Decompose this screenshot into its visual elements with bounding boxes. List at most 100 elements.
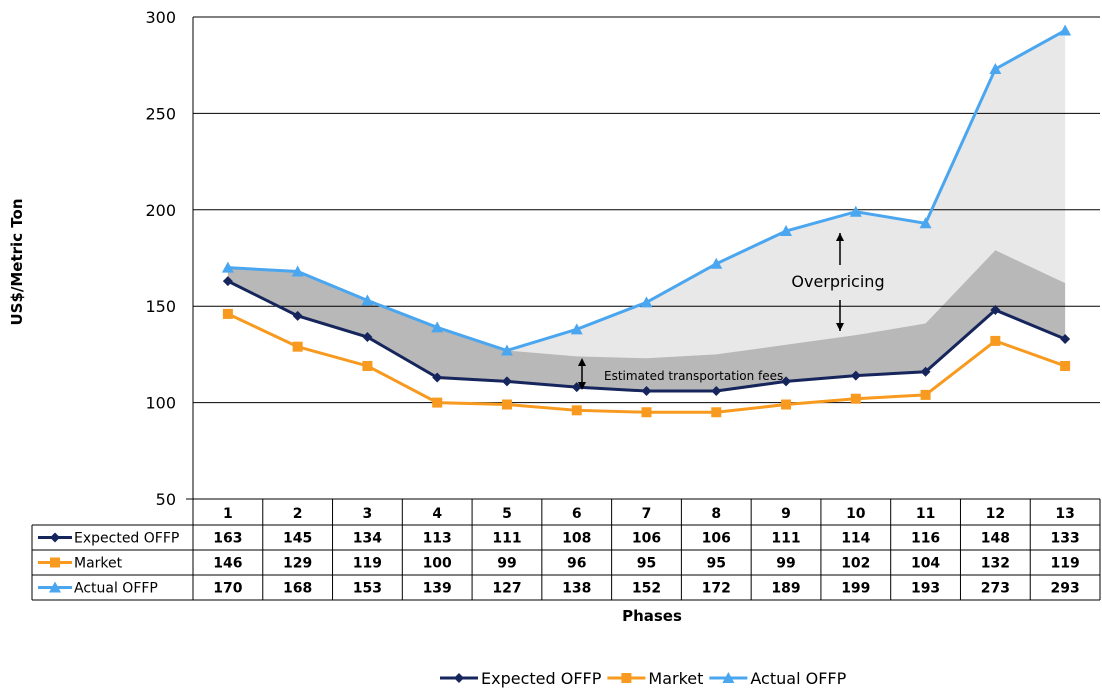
data-label: 119 <box>1050 556 1079 572</box>
table-legend-marker <box>50 532 60 543</box>
data-label: 146 <box>213 556 242 572</box>
data-label: 96 <box>567 556 586 572</box>
data-point <box>710 257 723 269</box>
shaded-areas <box>227 30 1066 392</box>
data-label: 148 <box>981 531 1010 547</box>
transport-arrow-head-down <box>578 382 586 390</box>
data-point <box>711 386 722 397</box>
data-label: 152 <box>632 581 661 597</box>
data-label: 95 <box>637 556 656 572</box>
series-markers <box>221 24 1072 418</box>
data-label: 102 <box>841 556 870 572</box>
x-tick-label: 13 <box>1055 506 1074 522</box>
data-label: 95 <box>707 556 726 572</box>
data-point <box>850 370 861 381</box>
data-point <box>781 399 792 410</box>
data-point <box>431 321 444 333</box>
data-label: 138 <box>562 581 591 597</box>
overpricing-arrow-down-head <box>836 323 844 331</box>
table-legend-marker <box>49 581 61 593</box>
y-tick-label: 100 <box>145 394 176 413</box>
data-label: 132 <box>981 556 1010 572</box>
data-point <box>919 217 932 229</box>
data-label: 106 <box>702 531 731 547</box>
data-point <box>850 393 861 404</box>
data-point <box>1060 360 1071 371</box>
y-tick-label: 150 <box>145 297 176 316</box>
data-point <box>990 335 1001 346</box>
axes: 50 100 150 200 250 300 <box>145 8 194 509</box>
y-tick-label: 300 <box>145 8 176 27</box>
transport-arrow-head-up <box>578 358 586 366</box>
data-label: 111 <box>771 531 800 547</box>
data-point <box>641 386 652 397</box>
x-tick-label: 11 <box>916 506 935 522</box>
data-label: 99 <box>497 556 516 572</box>
y-tick-label: 250 <box>145 104 176 123</box>
x-tick-label: 5 <box>502 506 512 522</box>
overpricing-area <box>227 30 1066 392</box>
data-point <box>501 376 512 387</box>
data-point <box>849 205 862 217</box>
x-tick-label: 3 <box>363 506 373 522</box>
data-label: 193 <box>911 581 940 597</box>
data-label: 189 <box>771 581 800 597</box>
table-legend-marker <box>50 557 60 568</box>
x-tick-label: 7 <box>642 506 652 522</box>
data-point <box>221 261 234 273</box>
data-point <box>1059 24 1072 36</box>
y-axis-label: US$/Metric Ton <box>8 198 26 325</box>
data-label: 104 <box>911 556 940 572</box>
table-row-label: Expected OFFP <box>74 531 179 547</box>
y-tick-label: 200 <box>145 201 176 220</box>
data-label: 153 <box>353 581 382 597</box>
x-axis-label: Phases <box>622 607 682 625</box>
legend-label: Market <box>648 669 703 688</box>
data-label: 127 <box>492 581 521 597</box>
data-label: 168 <box>283 581 312 597</box>
data-label: 172 <box>702 581 731 597</box>
transport-annotation: Estimated transportation fees <box>604 369 783 383</box>
legend-label: Expected OFFP <box>481 669 602 688</box>
data-label: 106 <box>632 531 661 547</box>
data-point <box>222 308 233 319</box>
data-point <box>920 366 931 377</box>
data-label: 170 <box>213 581 242 597</box>
data-point <box>920 389 931 400</box>
data-label: 145 <box>283 531 312 547</box>
annotations: Overpricing Estimated transportation fees <box>578 233 885 390</box>
transportation-fee-band <box>227 250 1066 392</box>
data-point <box>571 405 582 416</box>
data-point <box>571 382 582 393</box>
data-point <box>292 310 303 321</box>
data-label: 129 <box>283 556 312 572</box>
data-label: 99 <box>776 556 795 572</box>
x-tick-label: 9 <box>781 506 791 522</box>
data-point <box>361 294 374 306</box>
table-row-label: Actual OFFP <box>74 581 158 597</box>
data-label: 114 <box>841 531 870 547</box>
x-tick-label: 1 <box>223 506 233 522</box>
data-point <box>432 372 443 383</box>
data-point <box>641 407 652 418</box>
data-label: 163 <box>213 531 242 547</box>
data-label: 119 <box>353 556 382 572</box>
data-label: 134 <box>353 531 382 547</box>
x-tick-label: 8 <box>711 506 721 522</box>
overpricing-arrow-up-head <box>836 233 844 241</box>
data-point <box>640 296 653 308</box>
data-point <box>362 332 373 343</box>
data-label: 108 <box>562 531 591 547</box>
data-point <box>781 376 792 387</box>
data-point <box>990 305 1001 316</box>
data-label: 113 <box>423 531 452 547</box>
data-point <box>570 323 583 335</box>
x-tick-label: 4 <box>432 506 442 522</box>
data-label: 139 <box>423 581 452 597</box>
data-point <box>501 399 512 410</box>
data-point <box>780 225 793 237</box>
data-label: 293 <box>1050 581 1079 597</box>
data-label: 111 <box>492 531 521 547</box>
legend-marker <box>454 673 464 683</box>
